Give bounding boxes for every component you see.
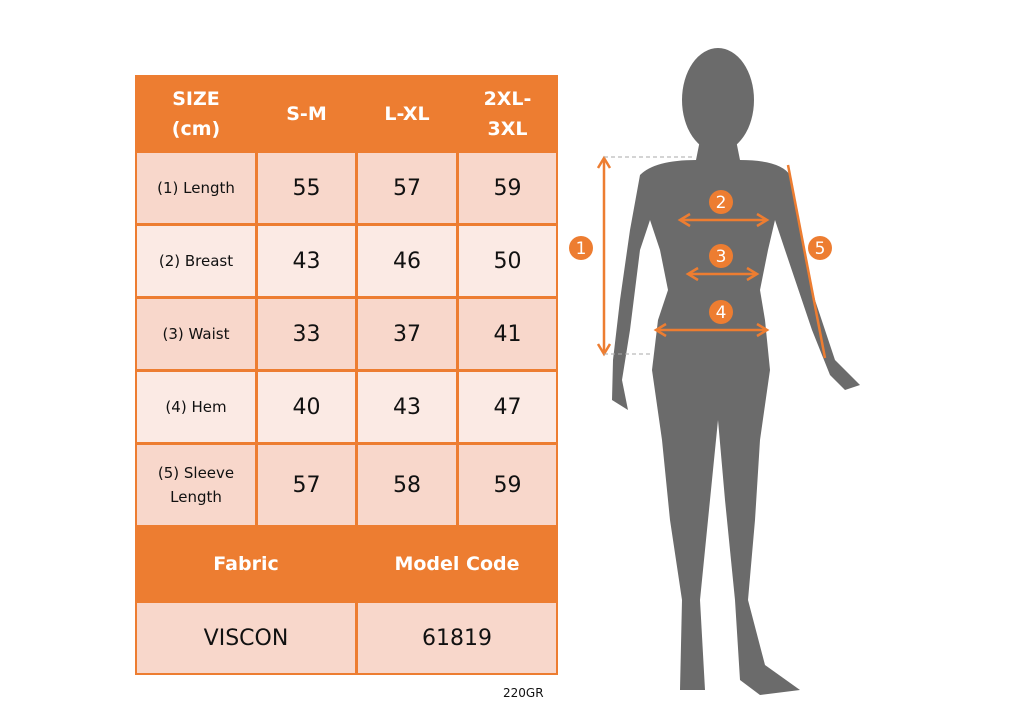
measurement-value: 55 (258, 153, 355, 223)
column-header: L-XL (384, 102, 430, 125)
row-label: (1) Length (137, 153, 255, 223)
row-label: (2) Breast (137, 226, 255, 296)
measurement-value: 57 (258, 445, 355, 525)
measurement-value: 33 (258, 299, 355, 369)
measurement-value: 59 (459, 445, 556, 525)
model-code-header: Model Code (394, 553, 520, 575)
measurement-value: 58 (358, 445, 456, 525)
marker-number: 4 (716, 303, 727, 323)
column-header: S-M (286, 102, 327, 125)
marker-number: 3 (716, 247, 727, 267)
measurement-value: 43 (258, 226, 355, 296)
column-header: 2XL- 3XL (483, 87, 532, 140)
silhouette (612, 48, 860, 695)
column-header: SIZE (cm) (171, 87, 221, 140)
measurement-value: 57 (358, 153, 456, 223)
fabric-weight-note: 220GR (503, 686, 544, 700)
marker-circle (709, 300, 733, 324)
measurement-value: 46 (358, 226, 456, 296)
marker-number: 1 (576, 239, 587, 259)
measurement-arrows (596, 155, 827, 359)
marker-circle (569, 236, 593, 260)
measurement-value: 50 (459, 226, 556, 296)
measurement-value: 37 (358, 299, 456, 369)
marker-number: 2 (716, 193, 727, 213)
marker-circle (709, 190, 733, 214)
fabric-header: Fabric (213, 553, 279, 575)
measurement-value: 41 (459, 299, 556, 369)
row-label: (5) Sleeve Length (137, 445, 255, 525)
fabric-value: VISCON (137, 603, 355, 673)
measurement-value: 47 (459, 372, 556, 442)
model-code-value: 61819 (358, 603, 556, 673)
body-measurement-figure: 1 2 3 4 5 (569, 48, 860, 695)
measurement-value: 59 (459, 153, 556, 223)
marker-circle (808, 236, 832, 260)
marker-number: 5 (815, 239, 826, 259)
measurement-value: 40 (258, 372, 355, 442)
measurement-value: 43 (358, 372, 456, 442)
marker-circle (709, 244, 733, 268)
row-label: (4) Hem (137, 372, 255, 442)
row-label: (3) Waist (137, 299, 255, 369)
size-chart-table: SIZE (cm) S-M L-XL 2XL- 3XL (1) Length 55 57 59… (135, 75, 558, 675)
